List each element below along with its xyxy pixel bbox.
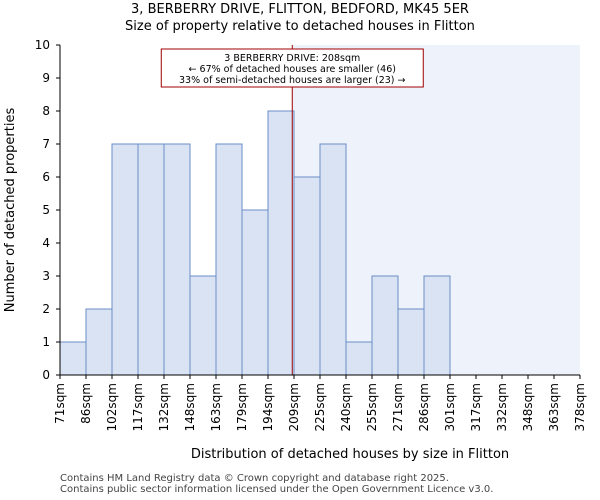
y-tick-label: 10 xyxy=(35,38,50,52)
footer-line-2: Contains public sector information licen… xyxy=(60,484,494,495)
x-tick-label: 363sqm xyxy=(547,383,561,431)
x-tick-label: 225sqm xyxy=(313,383,327,431)
x-tick-label: 179sqm xyxy=(235,383,249,431)
y-tick-label: 1 xyxy=(42,335,50,349)
x-tick-label: 148sqm xyxy=(183,383,197,431)
annotation-line-1: 3 BERBERRY DRIVE: 208sqm xyxy=(224,53,360,64)
y-axis-label: Number of detached properties xyxy=(3,108,18,313)
annotation-line-3: 33% of semi-detached houses are larger (… xyxy=(179,75,406,86)
chart-subtitle: Size of property relative to detached ho… xyxy=(125,19,475,34)
bar-209sqm xyxy=(293,176,321,376)
bar-117sqm xyxy=(137,143,165,376)
x-tick-label: 163sqm xyxy=(209,383,223,431)
bar-240sqm xyxy=(345,341,373,376)
chart-title: 3, BERBERRY DRIVE, FLITTON, BEDFORD, MK4… xyxy=(131,2,469,17)
bar-71sqm xyxy=(59,341,87,376)
footer-line-1: Contains HM Land Registry data © Crown c… xyxy=(60,473,449,484)
x-tick-label: 255sqm xyxy=(365,383,379,431)
x-tick-label: 271sqm xyxy=(391,383,405,431)
bar-286sqm xyxy=(423,275,451,376)
y-tick-label: 4 xyxy=(42,236,50,250)
bar-163sqm xyxy=(215,143,243,376)
x-tick-label: 240sqm xyxy=(339,383,353,431)
x-tick-label: 286sqm xyxy=(417,383,431,431)
bar-271sqm xyxy=(397,308,425,376)
annotation-frame xyxy=(160,48,424,88)
bar-179sqm xyxy=(241,209,269,376)
x-tick-label: 332sqm xyxy=(495,383,509,431)
x-tick-label: 132sqm xyxy=(157,383,171,431)
x-tick-label: 378sqm xyxy=(573,383,587,431)
y-tick-label: 5 xyxy=(42,203,50,217)
x-tick-label: 71sqm xyxy=(53,383,67,424)
y-tick-label: 0 xyxy=(42,368,50,382)
x-axis-label: Distribution of detached houses by size … xyxy=(191,447,509,462)
y-tick-label: 6 xyxy=(42,170,50,184)
y-tick-label: 7 xyxy=(42,137,50,151)
bar-194sqm xyxy=(267,110,295,376)
x-tick-label: 86sqm xyxy=(79,383,93,424)
y-tick-label: 9 xyxy=(42,71,50,85)
bar-132sqm xyxy=(163,143,191,376)
annotation-line-2: ← 67% of detached houses are smaller (46… xyxy=(189,64,396,75)
annotation-box: 3 BERBERRY DRIVE: 208sqm ← 67% of detach… xyxy=(160,48,424,88)
x-tick-label: 317sqm xyxy=(469,383,483,431)
bar-148sqm xyxy=(189,275,217,376)
x-tick-label: 194sqm xyxy=(261,383,275,431)
x-tick-label: 301sqm xyxy=(443,383,457,431)
x-tick-label: 117sqm xyxy=(131,383,145,431)
x-tick-label: 102sqm xyxy=(105,383,119,431)
x-tick-label: 348sqm xyxy=(521,383,535,431)
bar-225sqm xyxy=(319,143,347,376)
y-tick-label: 3 xyxy=(42,269,50,283)
bar-102sqm xyxy=(111,143,139,376)
y-tick-label: 8 xyxy=(42,104,50,118)
bar-86sqm xyxy=(85,308,113,376)
x-tick-label: 209sqm xyxy=(287,383,301,431)
y-tick-label: 2 xyxy=(42,302,50,316)
bar-255sqm xyxy=(371,275,399,376)
